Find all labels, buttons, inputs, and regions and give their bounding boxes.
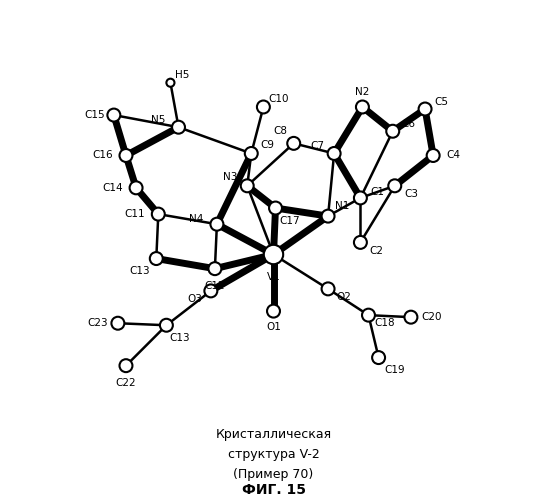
Text: C1: C1: [370, 187, 385, 197]
Text: C10: C10: [269, 94, 289, 104]
Circle shape: [119, 149, 132, 162]
Text: O2: O2: [337, 292, 352, 302]
Text: C23: C23: [88, 318, 108, 328]
Text: C18: C18: [374, 318, 395, 328]
Circle shape: [404, 311, 417, 324]
Circle shape: [257, 100, 270, 113]
Circle shape: [269, 202, 282, 215]
Circle shape: [356, 100, 369, 113]
Circle shape: [328, 147, 341, 160]
Circle shape: [354, 236, 367, 249]
Circle shape: [388, 179, 401, 192]
Text: V1: V1: [266, 272, 281, 282]
Circle shape: [107, 109, 120, 122]
Text: C3: C3: [405, 189, 419, 199]
Text: C22: C22: [115, 378, 136, 388]
Circle shape: [372, 351, 385, 364]
Text: C19: C19: [385, 365, 405, 375]
Circle shape: [119, 359, 132, 372]
Text: N4: N4: [189, 215, 203, 225]
Text: Кристаллическая: Кристаллическая: [216, 428, 331, 441]
Text: O1: O1: [266, 322, 281, 332]
Text: N1: N1: [335, 201, 350, 211]
Text: C15: C15: [84, 110, 105, 120]
Circle shape: [267, 304, 280, 317]
Circle shape: [130, 181, 143, 194]
Circle shape: [427, 149, 440, 162]
Text: C8: C8: [274, 126, 288, 136]
Text: C13: C13: [169, 333, 190, 343]
Text: C12: C12: [205, 280, 225, 290]
Text: N2: N2: [355, 87, 370, 97]
Text: H5: H5: [174, 70, 189, 80]
Text: C11: C11: [125, 209, 145, 219]
Circle shape: [172, 121, 185, 134]
Circle shape: [150, 252, 163, 265]
Circle shape: [354, 192, 367, 205]
Circle shape: [152, 208, 165, 221]
Text: O3: O3: [187, 294, 202, 304]
Text: C6: C6: [401, 119, 415, 129]
Circle shape: [322, 210, 335, 223]
Text: N5: N5: [151, 115, 166, 125]
Text: N3: N3: [223, 172, 237, 182]
Circle shape: [287, 137, 300, 150]
Text: C7: C7: [310, 141, 324, 151]
Circle shape: [208, 262, 222, 275]
Circle shape: [205, 284, 217, 297]
Circle shape: [160, 319, 173, 332]
Circle shape: [245, 147, 258, 160]
Text: C5: C5: [434, 97, 448, 107]
Circle shape: [418, 102, 432, 115]
Circle shape: [166, 79, 174, 87]
Circle shape: [322, 282, 335, 295]
Text: C9: C9: [260, 140, 275, 150]
Text: C14: C14: [102, 183, 123, 193]
Text: структура V-2: структура V-2: [228, 448, 319, 461]
Text: C20: C20: [421, 312, 441, 322]
Circle shape: [264, 245, 283, 264]
Circle shape: [241, 179, 254, 192]
Text: (Пример 70): (Пример 70): [234, 468, 313, 481]
Circle shape: [362, 309, 375, 322]
Text: C13: C13: [129, 265, 150, 275]
Circle shape: [386, 125, 399, 138]
Circle shape: [112, 317, 124, 330]
Text: ФИГ. 15: ФИГ. 15: [241, 483, 306, 497]
Text: C16: C16: [92, 151, 113, 161]
Circle shape: [211, 218, 223, 231]
Text: C4: C4: [446, 151, 461, 161]
Text: C17: C17: [280, 216, 300, 226]
Text: C2: C2: [370, 247, 383, 256]
